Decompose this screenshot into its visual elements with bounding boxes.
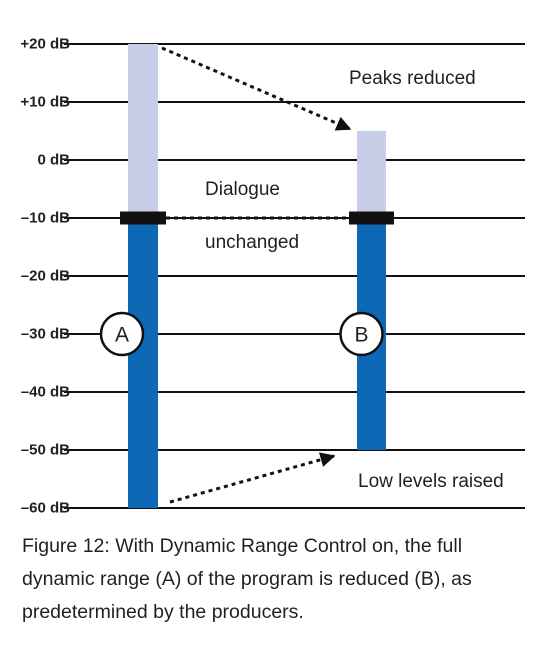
- marker-b: B: [339, 311, 384, 357]
- marker-a: A: [99, 311, 145, 357]
- peaks-reduced-label: Peaks reduced: [349, 68, 476, 89]
- low-levels-raised-arrow: [169, 452, 336, 504]
- low-levels-raised-label: Low levels raised: [358, 471, 504, 492]
- bar-a-dialogue-marker: [120, 211, 166, 225]
- marker-b-label: B: [354, 324, 368, 347]
- y-axis-tick-label: –10 dB: [21, 210, 70, 227]
- y-axis-tick-label: –40 dB: [21, 384, 70, 401]
- bar-b-dialogue-marker: [349, 211, 394, 225]
- y-axis-tick-label: +20 dB: [20, 36, 70, 53]
- marker-a-circle: [99, 311, 145, 357]
- unchanged-label: unchanged: [205, 232, 299, 253]
- y-axis-tick-label: –20 dB: [21, 268, 70, 285]
- y-axis-tick-label: –30 dB: [21, 326, 70, 343]
- y-axis-tick-label: 0 dB: [37, 152, 70, 169]
- bar-a-lower-range: [128, 218, 158, 508]
- peaks-reduced-arrow: [161, 46, 352, 131]
- y-axis-tick-label: –60 dB: [21, 500, 70, 517]
- y-axis-tick-label: +10 dB: [20, 94, 70, 111]
- bar-b-upper-range: [357, 131, 386, 218]
- dialogue-label: Dialogue: [205, 179, 280, 200]
- marker-b-circle: [339, 311, 384, 357]
- y-axis-labels: +20 dB +10 dB 0 dB –10 dB –20 dB –30 dB –40 dB…: [20, 36, 70, 517]
- dynamic-range-diagram: +20 dB +10 dB 0 dB –10 dB –20 dB –30 dB –40 dB…: [20, 36, 525, 517]
- marker-a-label: A: [115, 324, 129, 347]
- y-axis-tick-label: –50 dB: [21, 442, 70, 459]
- bar-a-upper-range: [128, 44, 158, 218]
- figure-caption: Figure 12: With Dynamic Range Control on…: [22, 535, 472, 623]
